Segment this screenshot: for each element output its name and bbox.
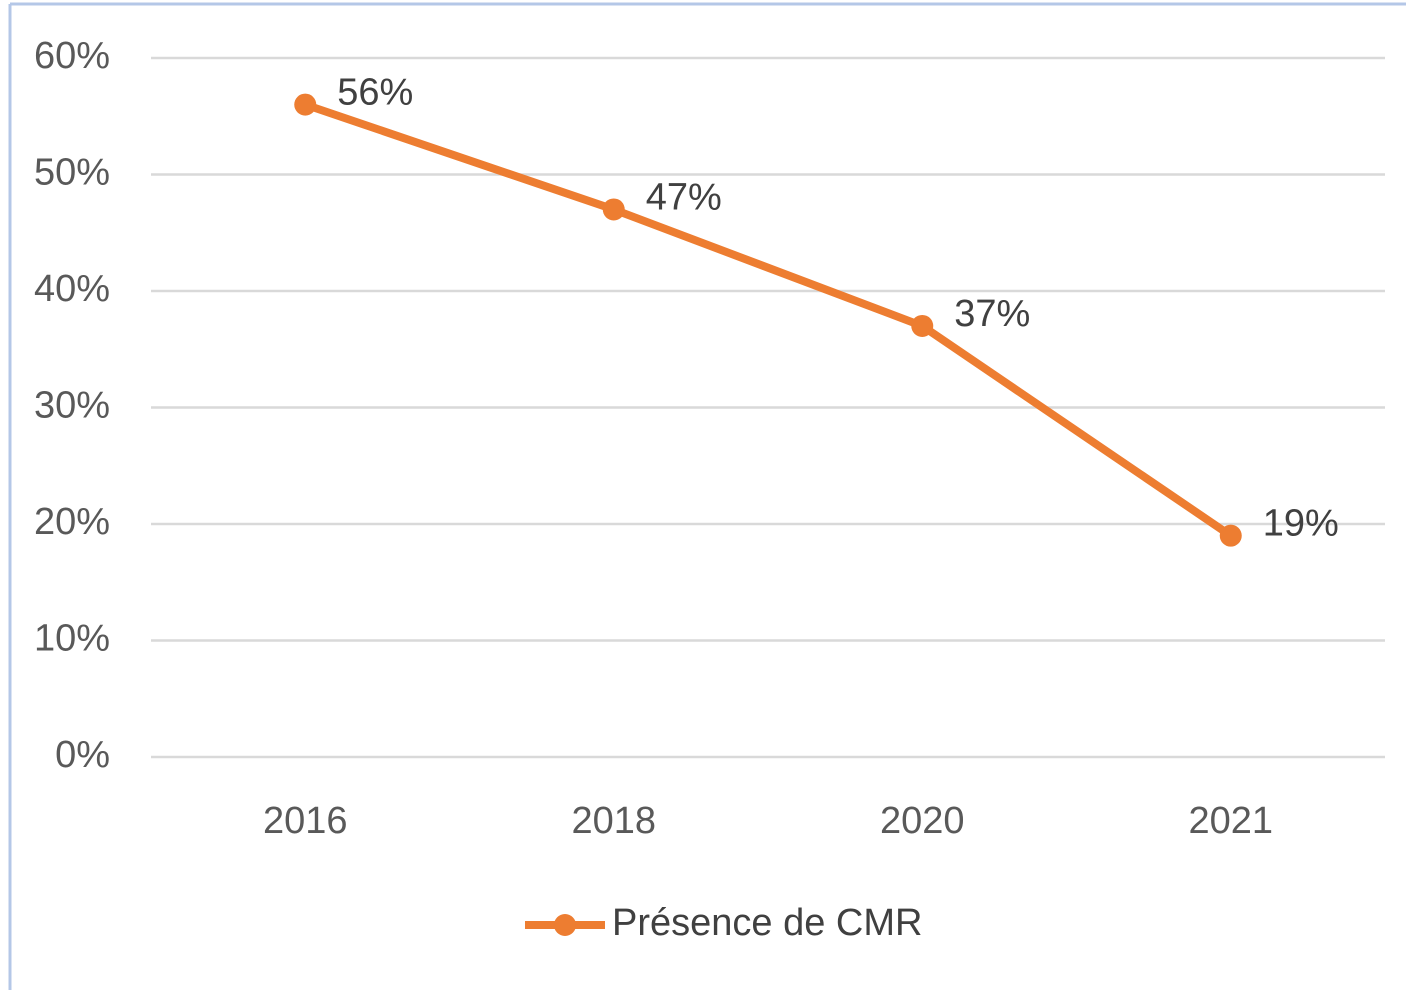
point (911, 314, 934, 337)
data-label: 37% (954, 293, 1030, 335)
x-tick-label: 2016 (263, 800, 348, 842)
data-label: 56% (337, 72, 413, 114)
point (602, 198, 625, 221)
y-tick-label: 40% (34, 268, 110, 310)
series-line (303, 100, 1233, 539)
legend-label: Présence de CMR (612, 902, 922, 944)
x-tick-label: 2020 (880, 800, 965, 842)
y-tick-label: 10% (34, 618, 110, 660)
y-tick-label: 50% (34, 152, 110, 194)
x-tick-label: 2018 (571, 800, 656, 842)
y-tick-label: 20% (34, 501, 110, 543)
y-tick-label: 0% (55, 734, 110, 776)
y-tick-label: 60% (34, 35, 110, 77)
legend-marker (554, 914, 576, 936)
data-label: 47% (646, 176, 722, 218)
point (294, 93, 317, 116)
y-tick-label: 30% (34, 385, 110, 427)
point (1219, 524, 1242, 547)
data-label: 19% (1263, 503, 1339, 545)
x-tick-label: 2021 (1188, 800, 1273, 842)
